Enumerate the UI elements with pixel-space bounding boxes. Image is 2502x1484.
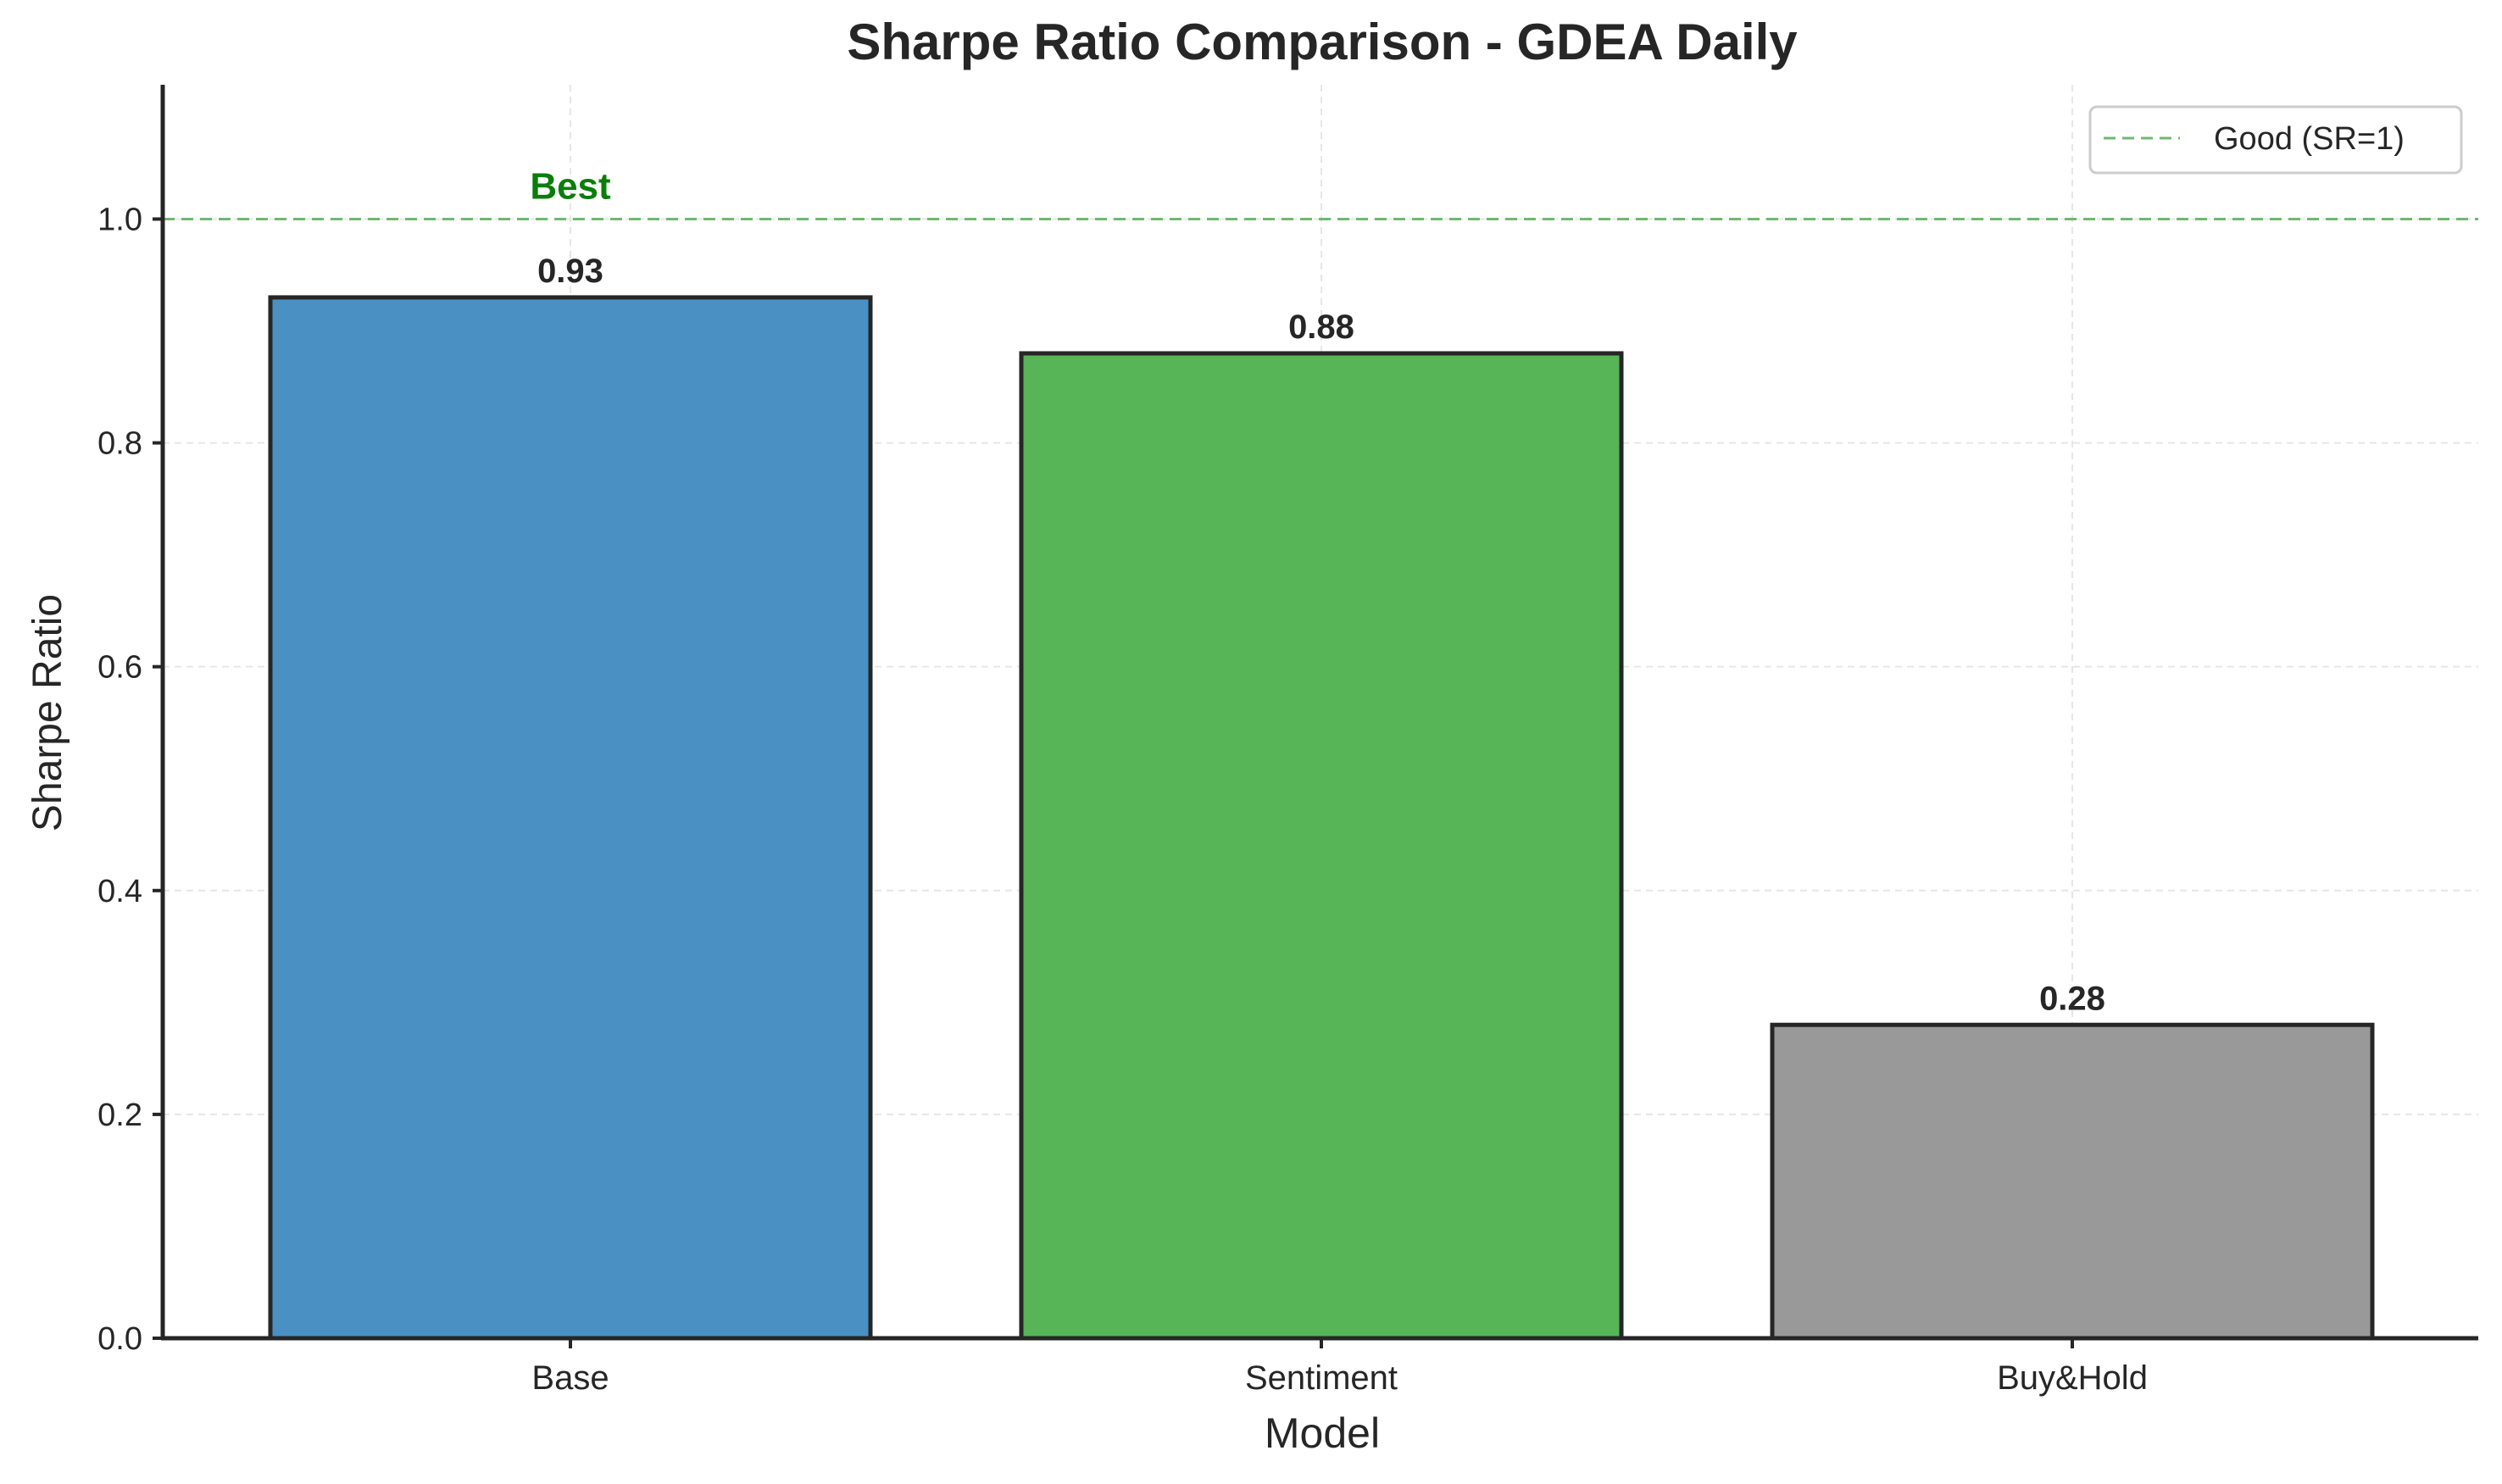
bar-base — [268, 295, 873, 1341]
x-axis-label: Model — [1265, 1409, 1380, 1457]
legend: Good (SR=1) — [2088, 105, 2463, 175]
legend-label: Good (SR=1) — [2214, 121, 2405, 157]
bars: 0.93 0.88 0.28 — [268, 253, 2375, 1341]
bar-value-label: 0.88 — [1288, 308, 1354, 346]
axes: 0.0 0.2 0.4 0.6 0.8 1.0 Base Sentiment Buy&Hold — [97, 85, 2478, 1397]
legend-frame — [2088, 105, 2463, 175]
y-tick-label: 0.2 — [97, 1098, 142, 1133]
y-axis-label: Sharpe Ratio — [25, 594, 70, 831]
bar-value-label: 0.93 — [537, 253, 603, 290]
bar-value-label: 0.28 — [2039, 980, 2105, 1017]
bar-sentiment — [1019, 351, 1624, 1341]
x-tick-label: Buy&Hold — [1997, 1359, 2148, 1397]
chart-title: Sharpe Ratio Comparison - GDEA Daily — [847, 14, 1798, 70]
reference-line-group: Best — [163, 165, 2478, 220]
y-tick-label: 0.0 — [97, 1321, 142, 1357]
y-tick-label: 0.6 — [97, 650, 142, 686]
x-tick-label: Base — [531, 1359, 609, 1397]
bar-buy-hold — [1770, 1022, 2375, 1341]
y-tick-label: 0.8 — [97, 426, 142, 462]
best-annotation: Best — [530, 165, 611, 207]
x-tick-label: Sentiment — [1245, 1359, 1398, 1397]
y-tick-label: 1.0 — [97, 202, 142, 237]
y-tick-label: 0.4 — [97, 874, 142, 909]
